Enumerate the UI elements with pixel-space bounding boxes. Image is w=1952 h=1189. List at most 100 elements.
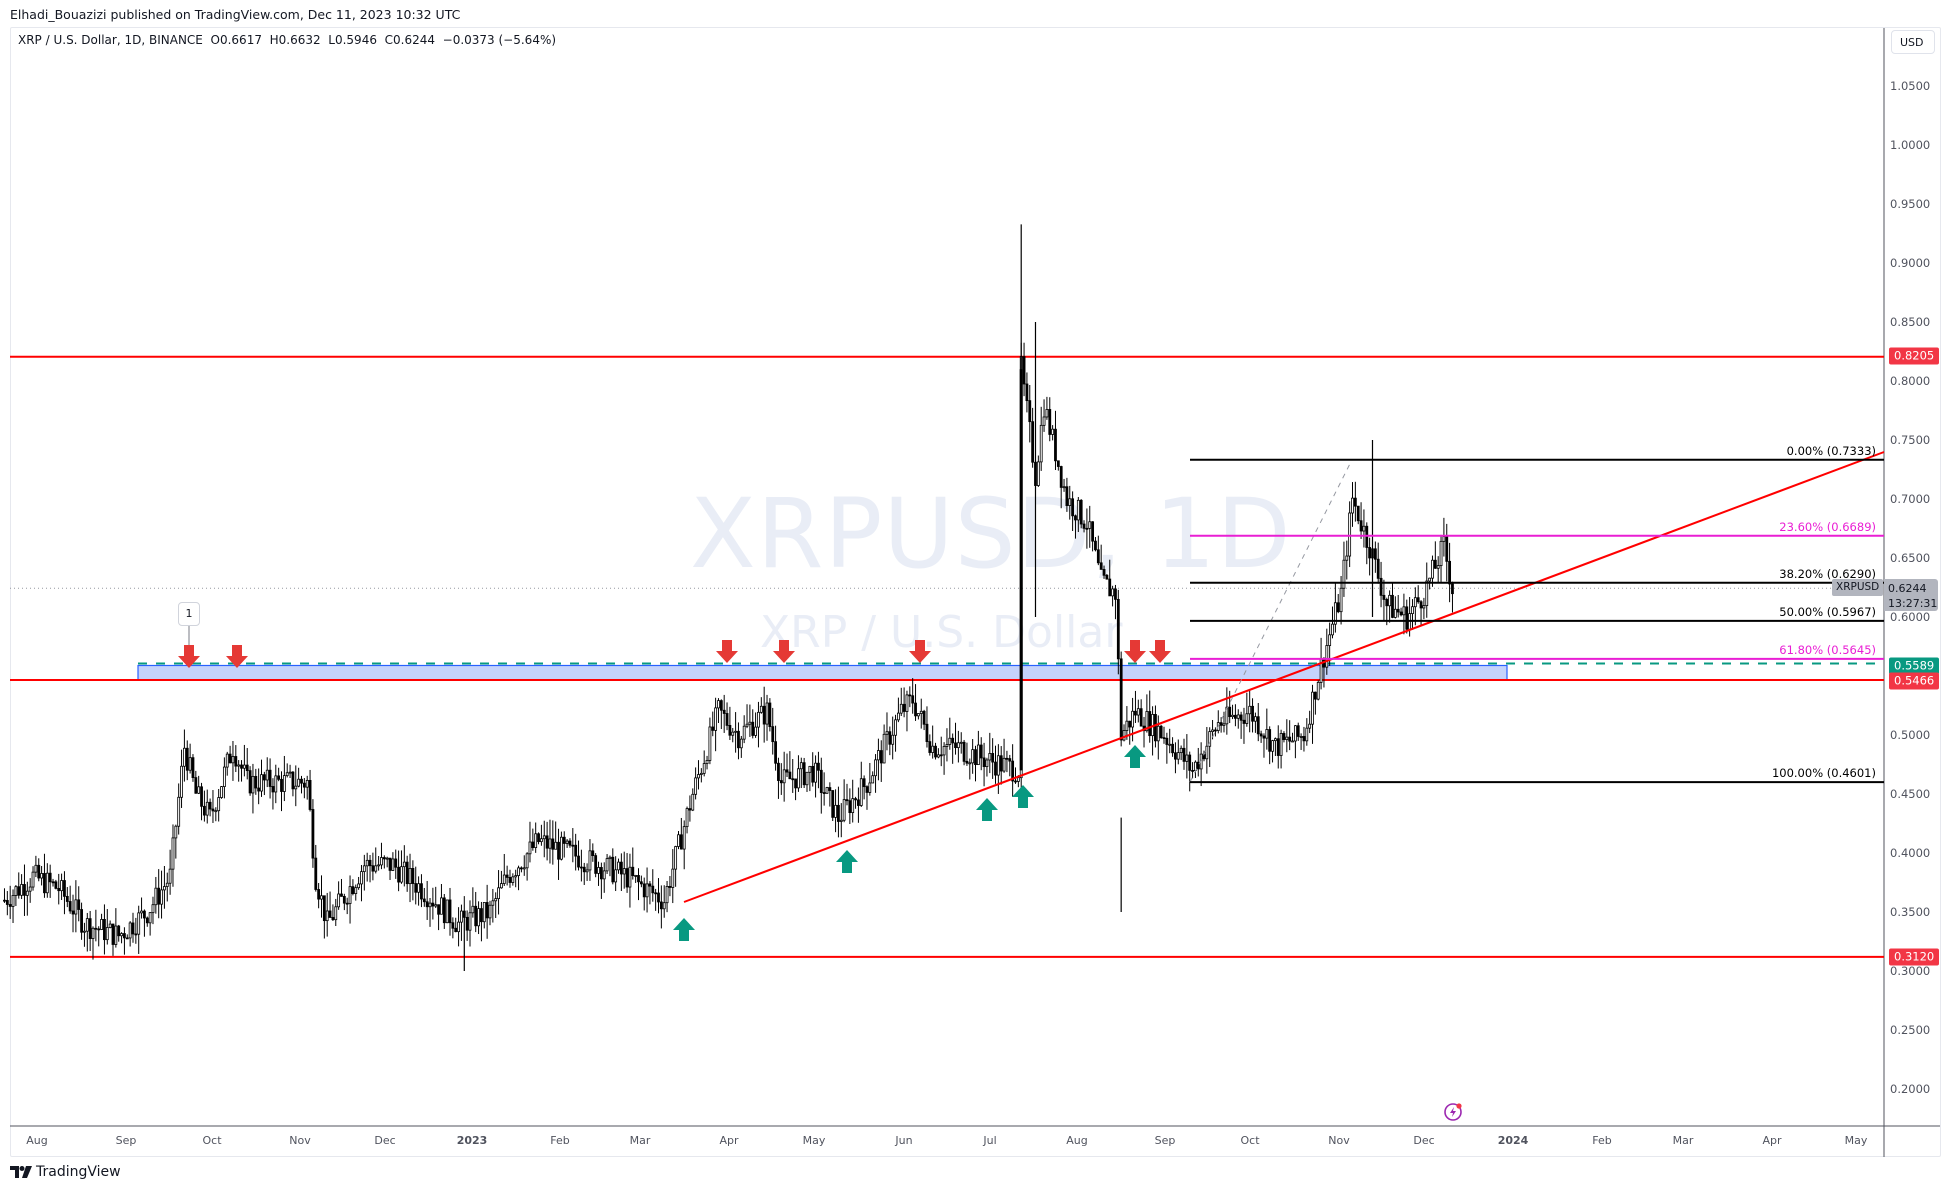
candle-body bbox=[857, 799, 860, 806]
candle-body bbox=[1025, 383, 1029, 402]
candle-body bbox=[991, 753, 995, 763]
candle-body bbox=[1393, 608, 1397, 618]
candle-body bbox=[1039, 424, 1043, 463]
candle-body bbox=[511, 876, 515, 883]
candle-body bbox=[500, 883, 503, 889]
candle-body bbox=[851, 798, 855, 814]
candle-body bbox=[771, 726, 775, 743]
candle-body bbox=[979, 744, 983, 759]
candle-body bbox=[914, 702, 917, 717]
legend-open-label: O bbox=[210, 33, 220, 47]
candle-body bbox=[368, 859, 372, 867]
candle-body bbox=[665, 886, 669, 904]
currency-selector[interactable]: USD bbox=[1891, 30, 1935, 54]
candle-body bbox=[94, 927, 98, 930]
candle-body bbox=[1136, 708, 1140, 716]
candle-body bbox=[542, 835, 546, 840]
candle-body bbox=[1045, 409, 1049, 418]
candle-body bbox=[1011, 760, 1015, 782]
green-up-arrow-icon bbox=[673, 918, 695, 941]
candle-body bbox=[1362, 525, 1366, 532]
time-tick: Feb bbox=[1592, 1134, 1612, 1147]
candle-body bbox=[442, 897, 446, 924]
candle-body bbox=[63, 880, 66, 897]
candle-body bbox=[1005, 757, 1009, 760]
candle-body bbox=[1008, 758, 1012, 762]
candle-body bbox=[731, 731, 735, 736]
candle-body bbox=[1325, 645, 1329, 668]
candle-body bbox=[348, 886, 352, 904]
note-marker[interactable]: 1 bbox=[178, 602, 200, 626]
tradingview-logo[interactable]: TradingView bbox=[10, 1164, 121, 1180]
candle-body bbox=[928, 741, 932, 753]
time-tick: Nov bbox=[289, 1134, 311, 1147]
candle-body bbox=[1131, 710, 1134, 728]
candle-body bbox=[171, 837, 175, 870]
watermark-description: XRP / U.S. Dollar bbox=[760, 607, 1123, 658]
candle-body bbox=[534, 833, 538, 849]
candle-body bbox=[320, 895, 323, 900]
candle-body bbox=[585, 869, 589, 873]
candle-body bbox=[571, 844, 575, 847]
red-down-arrow-icon bbox=[1149, 640, 1171, 663]
candle-body bbox=[1159, 725, 1163, 739]
lightning-alert-icon[interactable] bbox=[1443, 1102, 1463, 1122]
candle-body bbox=[488, 904, 492, 919]
price-tick: 0.5000 bbox=[1890, 728, 1931, 742]
candle-body bbox=[337, 893, 341, 908]
candle-body bbox=[114, 925, 118, 945]
candle-body bbox=[742, 725, 746, 740]
candle-body bbox=[214, 810, 218, 813]
candle-body bbox=[562, 836, 566, 844]
candle-body bbox=[728, 725, 732, 736]
price-tick: 0.2500 bbox=[1890, 1023, 1931, 1037]
candle-body bbox=[1116, 598, 1120, 660]
candle-body bbox=[605, 858, 609, 872]
candle-body bbox=[465, 916, 469, 931]
candle-body bbox=[254, 775, 258, 789]
candle-body bbox=[285, 772, 289, 777]
candle-body bbox=[788, 771, 792, 780]
candle-body bbox=[1014, 780, 1017, 783]
candle-body bbox=[360, 871, 363, 885]
candle-body bbox=[628, 866, 632, 888]
candle-body bbox=[1333, 602, 1337, 625]
candle-body bbox=[1102, 569, 1106, 576]
candle-body bbox=[1331, 623, 1334, 636]
candle-body bbox=[1365, 525, 1369, 548]
candle-body bbox=[77, 899, 81, 910]
candle-body bbox=[1088, 521, 1092, 529]
candle-body bbox=[308, 779, 312, 810]
candle-body bbox=[1231, 714, 1234, 718]
candle-body bbox=[1188, 754, 1192, 771]
candle-body bbox=[1219, 722, 1223, 726]
candle-body bbox=[451, 922, 455, 929]
candle-body bbox=[1299, 736, 1303, 738]
candle-body bbox=[1168, 743, 1172, 746]
candle-body bbox=[611, 856, 615, 883]
price-tick: 1.0000 bbox=[1890, 138, 1931, 152]
candle-body bbox=[1442, 536, 1446, 542]
candle-body bbox=[388, 857, 392, 871]
candle-body bbox=[3, 899, 6, 902]
candle-body bbox=[1094, 540, 1097, 551]
last-price-tag: 0.6244 13:27:31 bbox=[1884, 579, 1938, 611]
candle-body bbox=[1054, 428, 1057, 462]
candle-body bbox=[188, 757, 192, 771]
candle-body bbox=[454, 927, 458, 933]
candle-body bbox=[1208, 731, 1212, 747]
candle-body bbox=[1296, 725, 1300, 737]
candle-body bbox=[428, 902, 432, 908]
candle-body bbox=[457, 921, 460, 933]
candle-body bbox=[294, 785, 298, 790]
red-down-arrow-icon bbox=[1124, 640, 1146, 663]
symbol-legend[interactable]: XRP / U.S. Dollar, 1D, BINANCE O0.6617 H… bbox=[18, 33, 556, 47]
candle-body bbox=[351, 886, 355, 895]
candle-body bbox=[819, 769, 823, 793]
candle-body bbox=[805, 771, 809, 786]
candle-body bbox=[679, 834, 683, 850]
candle-body bbox=[185, 747, 189, 771]
candle-body bbox=[1405, 606, 1409, 630]
candle-body bbox=[1356, 505, 1360, 522]
